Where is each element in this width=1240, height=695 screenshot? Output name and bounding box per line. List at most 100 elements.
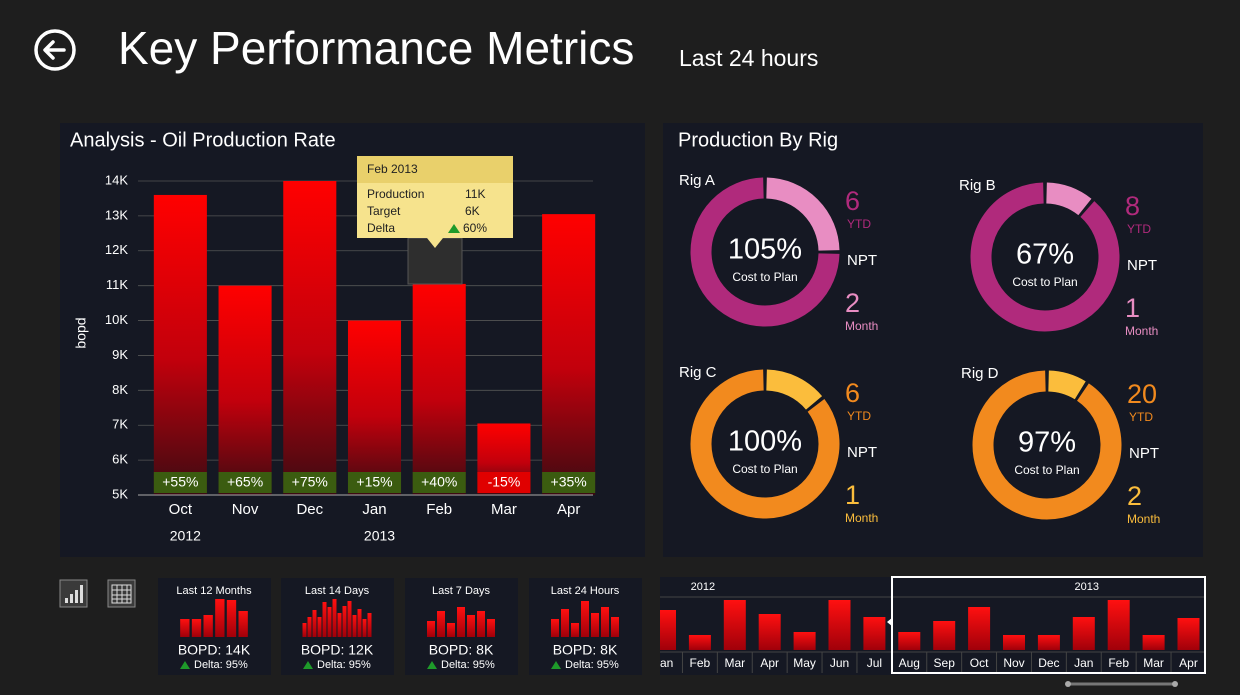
y-tick-label: 11K — [106, 277, 128, 292]
up-arrow — [180, 661, 190, 669]
mini-bar — [611, 617, 619, 637]
month-label: Aug — [899, 656, 920, 670]
month-label: Sep — [934, 656, 956, 670]
back-button[interactable] — [34, 29, 76, 71]
donut-month — [1047, 370, 1086, 400]
mini-bar — [215, 599, 225, 637]
y-tick-label: 12K — [105, 242, 128, 257]
bar — [1142, 635, 1165, 650]
delta-badge — [477, 472, 531, 493]
tile-delta: Delta: 95% — [441, 659, 495, 671]
chart-view-icon[interactable] — [59, 579, 88, 608]
bar — [793, 632, 816, 650]
mini-bar — [352, 615, 357, 637]
mini-bar — [203, 615, 213, 637]
bar — [688, 635, 711, 650]
ytd-value: 6 — [845, 186, 860, 216]
mini-bar — [327, 607, 332, 637]
bar — [1107, 600, 1130, 650]
month-value: 2 — [1127, 481, 1142, 511]
scroll-knob — [1172, 681, 1178, 687]
year-label: 2013 — [364, 528, 395, 544]
donut-ytd — [972, 370, 1122, 520]
scroll-knob — [1065, 681, 1071, 687]
page-title: Key Performance Metrics — [118, 22, 634, 74]
month-label: Mar — [724, 656, 745, 670]
month-label: Month — [845, 319, 878, 333]
x-tick-label: Apr — [557, 501, 580, 518]
year-label: 2012 — [691, 581, 715, 593]
delta-label: +40% — [421, 474, 457, 490]
delta-label: -15% — [488, 474, 521, 490]
tile-background — [158, 578, 271, 675]
bar — [1072, 617, 1095, 650]
page-subtitle: Last 24 hours — [679, 45, 818, 71]
tile-bopd: BOPD: 8K — [553, 642, 618, 658]
mini-bar — [487, 619, 495, 637]
tile-delta: Delta: 95% — [194, 659, 248, 671]
mini-bar — [307, 617, 312, 637]
rig-name: Rig C — [679, 364, 717, 381]
mini-bar — [447, 623, 455, 637]
year-label: 2012 — [170, 528, 201, 544]
mini-bar — [357, 609, 362, 637]
ytd-value: 6 — [845, 378, 860, 408]
month-label: Oct — [970, 656, 989, 670]
cost-to-plan: 97% — [1018, 427, 1076, 459]
tile-delta: Delta: 95% — [565, 659, 619, 671]
tile-bopd: BOPD: 8K — [429, 642, 494, 658]
bar — [1037, 635, 1060, 650]
delta-label: +65% — [227, 474, 263, 490]
table-view-icon[interactable] — [107, 579, 136, 608]
bar — [863, 617, 886, 650]
npt-label: NPT — [1129, 445, 1159, 462]
mini-bar — [342, 606, 347, 637]
mini-bar — [427, 621, 435, 637]
tile-bopd: BOPD: 14K — [178, 642, 251, 658]
rig-name: Rig A — [679, 172, 715, 189]
tooltip-title: Feb 2013 — [367, 162, 418, 176]
cost-caption: Cost to Plan — [732, 270, 797, 284]
month-label: Apr — [760, 656, 779, 670]
mini-bar — [337, 613, 342, 637]
npt-label: NPT — [847, 444, 877, 461]
month-label: Month — [1125, 324, 1158, 338]
x-tick-label: Jan — [362, 501, 386, 518]
mini-bar — [591, 613, 599, 637]
mini-bar — [332, 599, 337, 637]
cost-to-plan: 105% — [728, 234, 802, 266]
ytd-label: YTD — [847, 409, 871, 423]
x-tick-label: Nov — [232, 501, 259, 518]
mini-bar — [457, 607, 465, 637]
bar — [660, 610, 676, 650]
donut-ytd — [970, 182, 1120, 332]
bar — [968, 607, 991, 650]
tile-title: Last 14 Days — [305, 585, 370, 597]
mini-bar — [347, 601, 352, 637]
tile-title: Last 7 Days — [432, 585, 491, 597]
tooltip-value: 11K — [465, 187, 485, 201]
month-label: an — [660, 656, 673, 670]
npt-label: NPT — [1127, 257, 1157, 274]
cost-caption: Cost to Plan — [1014, 463, 1079, 477]
mini-bar — [437, 611, 445, 637]
delta-badge — [153, 472, 207, 493]
bar — [283, 181, 337, 495]
month-label: Mar — [1143, 656, 1164, 670]
month-label: Month — [845, 511, 878, 525]
up-arrow — [448, 224, 460, 233]
mini-bar — [226, 600, 237, 637]
mini-bar — [367, 613, 372, 637]
bar — [1003, 635, 1025, 650]
month-value: 1 — [845, 480, 860, 510]
tile-delta: Delta: 95% — [317, 659, 371, 671]
x-tick-label: Dec — [296, 501, 323, 518]
year-label: 2013 — [1075, 581, 1099, 593]
month-label: Feb — [690, 656, 711, 670]
delta-label: +35% — [551, 474, 587, 490]
